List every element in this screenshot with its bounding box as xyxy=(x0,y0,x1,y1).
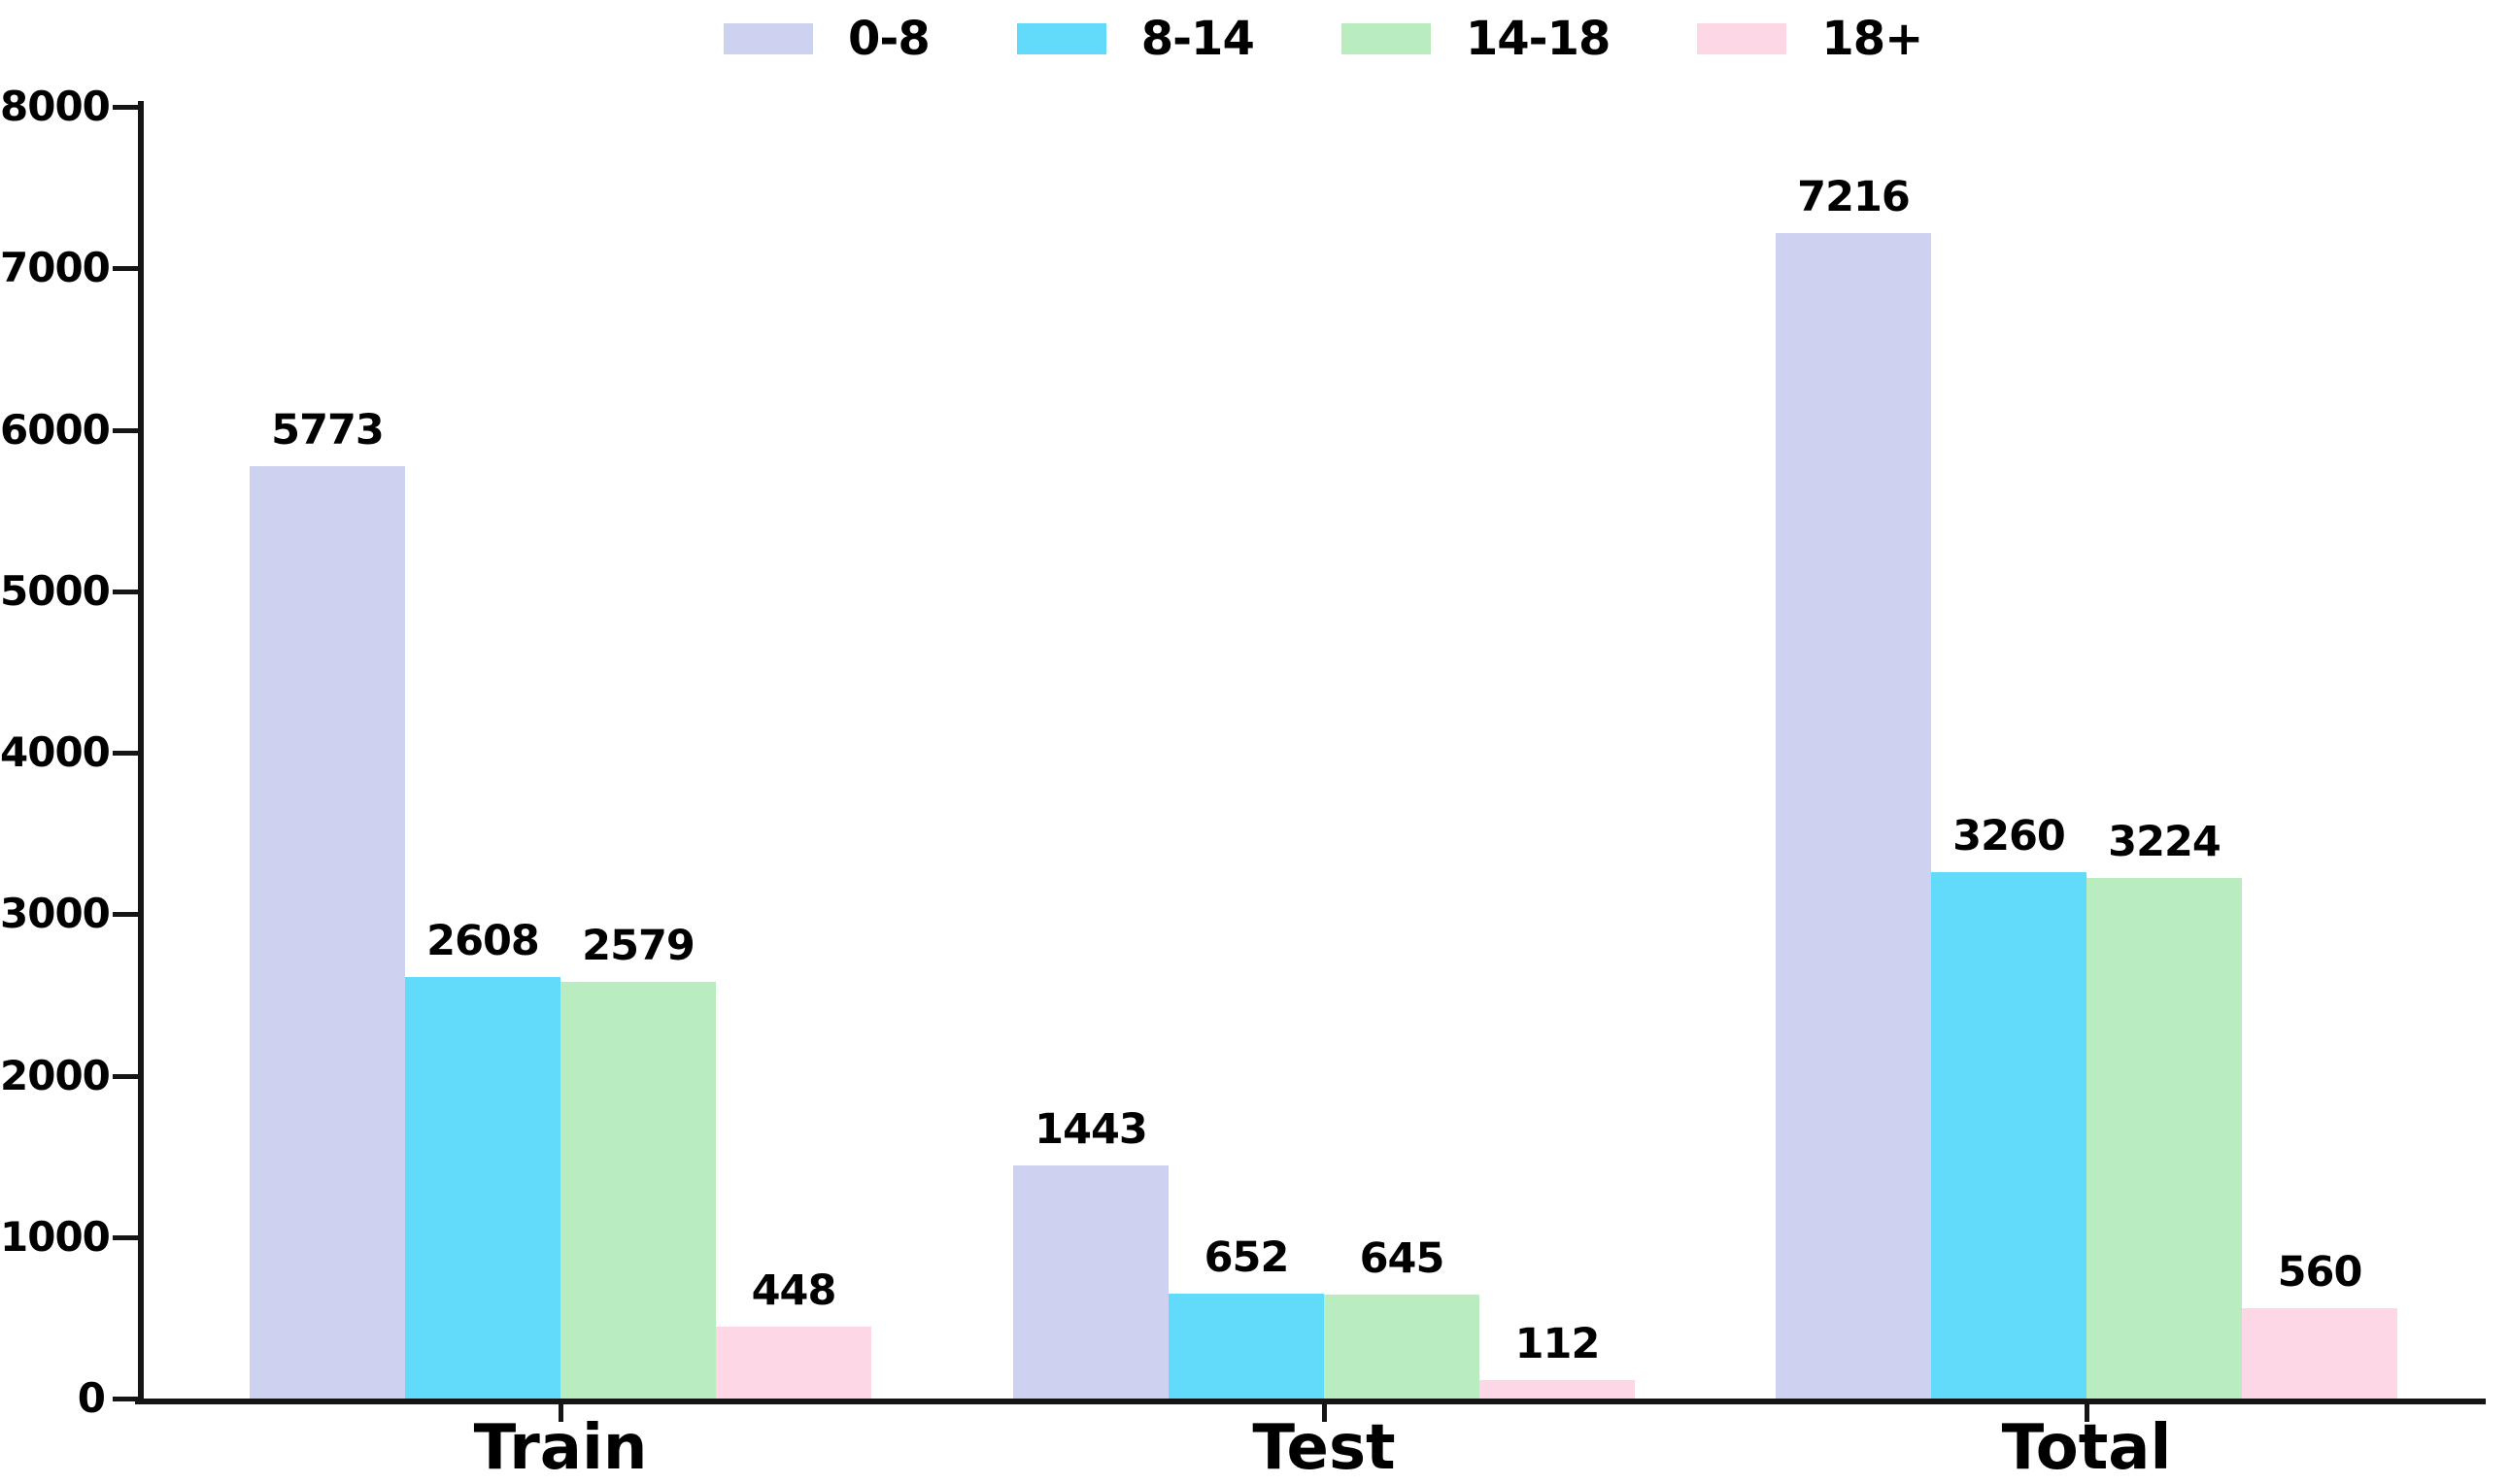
x-tick xyxy=(1322,1404,1327,1422)
y-tick xyxy=(113,912,138,918)
bar-value-label: 2579 xyxy=(582,922,695,971)
x-tick xyxy=(2085,1404,2089,1422)
bar xyxy=(1324,1294,1479,1399)
bar xyxy=(405,977,560,1399)
y-tick-label: 0 xyxy=(77,1374,106,1422)
bar xyxy=(1479,1380,1635,1399)
legend-label: 14-18 xyxy=(1465,12,1611,66)
y-tick-label: 4000 xyxy=(0,728,111,776)
bar-value-label: 3224 xyxy=(2108,818,2222,866)
y-tick xyxy=(113,1397,138,1401)
y-axis-line xyxy=(138,101,144,1404)
chart-legend: 0-8 8-14 14-18 18+ xyxy=(724,16,2010,62)
category-label: Train xyxy=(473,1412,648,1484)
legend-label: 0-8 xyxy=(848,12,931,66)
y-tick xyxy=(113,266,138,272)
y-tick xyxy=(113,1073,138,1079)
bar xyxy=(2086,878,2242,1399)
y-tick-label: 8000 xyxy=(0,83,111,130)
legend-item: 0-8 xyxy=(724,12,931,66)
bar-value-label: 7216 xyxy=(1797,173,1911,222)
y-tick xyxy=(113,105,138,110)
y-tick xyxy=(113,589,138,594)
bar-value-label: 112 xyxy=(1514,1320,1601,1369)
bar xyxy=(1931,872,2086,1399)
bar xyxy=(560,982,716,1399)
bar xyxy=(250,466,405,1399)
legend-item: 18+ xyxy=(1697,12,1923,66)
bar xyxy=(1013,1165,1169,1399)
legend-swatch xyxy=(1016,23,1106,54)
category-label: Total xyxy=(2001,1412,2172,1484)
legend-swatch xyxy=(1340,23,1431,54)
bar-value-label: 5773 xyxy=(271,406,385,455)
bar-value-label: 645 xyxy=(1359,1233,1445,1283)
y-tick xyxy=(113,427,138,433)
bar-value-label: 2608 xyxy=(426,917,540,966)
legend-swatch xyxy=(1697,23,1787,54)
x-axis-line xyxy=(135,1399,2486,1404)
y-tick-label: 6000 xyxy=(0,405,111,454)
bar-value-label: 448 xyxy=(751,1265,837,1315)
y-tick-label: 5000 xyxy=(0,566,111,615)
bar-value-label: 3260 xyxy=(1952,812,2066,861)
x-tick xyxy=(559,1404,563,1422)
legend-label: 8-14 xyxy=(1140,12,1255,66)
category-label: Test xyxy=(1252,1412,1396,1484)
y-tick-label: 3000 xyxy=(0,890,111,938)
y-tick-label: 2000 xyxy=(0,1051,111,1099)
bar-value-label: 560 xyxy=(2277,1247,2363,1297)
y-tick-label: 7000 xyxy=(0,244,111,292)
y-tick xyxy=(113,1234,138,1240)
bar-value-label: 1443 xyxy=(1035,1105,1148,1155)
legend-item: 8-14 xyxy=(1016,12,1255,66)
bar xyxy=(2242,1307,2397,1399)
bar-value-label: 652 xyxy=(1204,1232,1290,1282)
bar xyxy=(1169,1293,1324,1399)
legend-swatch xyxy=(724,23,813,54)
bar xyxy=(1776,233,1931,1399)
y-tick-label: 1000 xyxy=(0,1212,111,1261)
bar xyxy=(716,1326,871,1399)
legend-item: 14-18 xyxy=(1340,12,1611,66)
y-tick xyxy=(113,751,138,756)
legend-label: 18+ xyxy=(1821,12,1923,66)
